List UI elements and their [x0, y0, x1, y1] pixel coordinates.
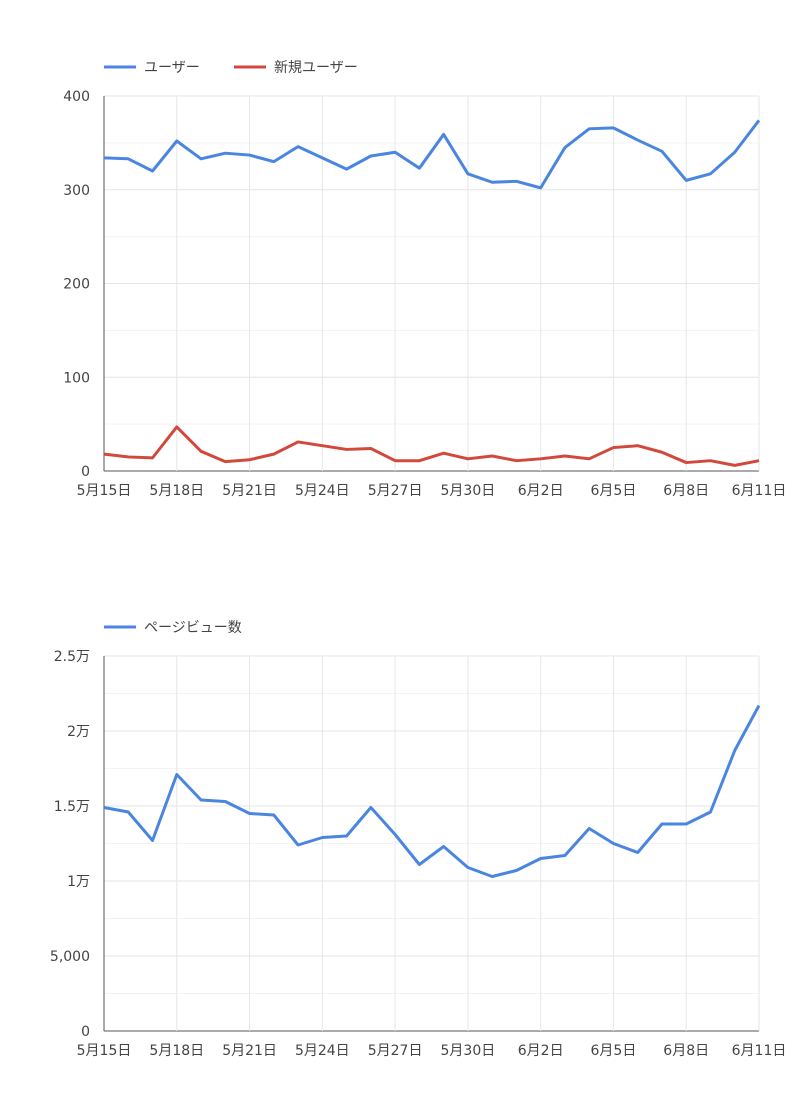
x-tick-label: 5月30日: [441, 1043, 496, 1059]
x-tick-label: 6月8日: [663, 483, 709, 499]
x-tick-label: 5月27日: [368, 483, 423, 499]
x-tick-label: 6月5日: [591, 483, 637, 499]
y-tick-label: 5,000: [50, 949, 90, 965]
x-tick-label: 6月11日: [732, 1043, 787, 1059]
y-tick-label: 1万: [67, 874, 90, 890]
series-line: [103, 704, 761, 878]
x-tick-label: 5月18日: [149, 483, 204, 499]
legend-label: ユーザー: [144, 60, 200, 76]
x-tick-label: 6月5日: [591, 1043, 637, 1059]
x-tick-label: 5月21日: [222, 1043, 277, 1059]
x-tick-label: 5月30日: [441, 483, 496, 499]
y-tick-label: 400: [63, 89, 90, 105]
y-tick-label: 0: [81, 464, 90, 480]
y-tick-label: 2.5万: [54, 649, 90, 665]
x-tick-label: 6月2日: [518, 483, 564, 499]
x-tick-label: 6月8日: [663, 1043, 709, 1059]
x-tick-label: 5月21日: [222, 483, 277, 499]
y-tick-label: 0: [81, 1024, 90, 1040]
x-tick-label: 5月15日: [77, 1043, 132, 1059]
x-tick-label: 5月18日: [149, 1043, 204, 1059]
y-tick-label: 2万: [67, 724, 90, 740]
x-tick-label: 6月2日: [518, 1043, 564, 1059]
series-line: [103, 425, 760, 467]
pageviews-chart: 0 5,000 1万 1.5万 2万 2.5万 5月15日 5月18日 5月21日 5月24日 5月…: [50, 620, 787, 1059]
legend-label: 新規ユーザー: [274, 60, 358, 76]
x-tick-label: 6月11日: [732, 483, 787, 499]
y-tick-label: 100: [63, 370, 90, 386]
x-tick-label: 5月24日: [295, 1043, 350, 1059]
series-line: [103, 119, 761, 190]
x-tick-label: 5月24日: [295, 483, 350, 499]
y-tick-label: 200: [63, 277, 90, 293]
y-tick-label: 1.5万: [54, 799, 90, 815]
legend-label: ページビュー数: [144, 620, 242, 636]
x-tick-label: 5月27日: [368, 1043, 423, 1059]
x-tick-label: 5月15日: [77, 483, 132, 499]
y-tick-label: 300: [63, 183, 90, 199]
users-chart: 0 100 200 300 400 5月15日 5月18日 5月21日 5月24日 5月27日 5月…: [63, 60, 787, 499]
